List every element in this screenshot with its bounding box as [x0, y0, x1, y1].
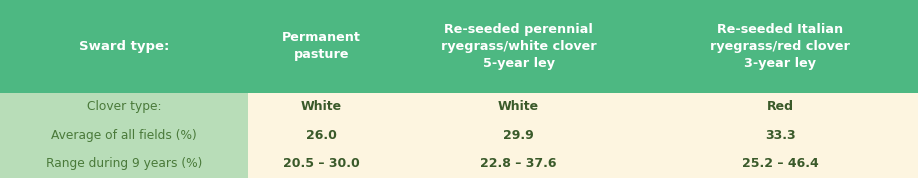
Text: Range during 9 years (%): Range during 9 years (%) — [46, 157, 202, 170]
Text: Permanent
pasture: Permanent pasture — [282, 31, 361, 61]
Text: Red: Red — [767, 100, 794, 113]
Text: White: White — [301, 100, 341, 113]
Text: 29.9: 29.9 — [503, 129, 534, 142]
FancyBboxPatch shape — [0, 93, 248, 178]
Text: Re-seeded perennial
ryegrass/white clover
5-year ley: Re-seeded perennial ryegrass/white clove… — [441, 23, 597, 70]
Text: Re-seeded Italian
ryegrass/red clover
3-year ley: Re-seeded Italian ryegrass/red clover 3-… — [711, 23, 850, 70]
Text: 26.0: 26.0 — [306, 129, 337, 142]
FancyBboxPatch shape — [0, 0, 918, 93]
Text: Clover type:: Clover type: — [86, 100, 162, 113]
Text: Average of all fields (%): Average of all fields (%) — [51, 129, 196, 142]
Text: Sward type:: Sward type: — [79, 40, 169, 53]
Text: White: White — [498, 100, 539, 113]
Text: 33.3: 33.3 — [765, 129, 796, 142]
Text: 22.8 – 37.6: 22.8 – 37.6 — [480, 157, 557, 170]
FancyBboxPatch shape — [248, 93, 918, 178]
Text: 20.5 – 30.0: 20.5 – 30.0 — [283, 157, 360, 170]
Text: 25.2 – 46.4: 25.2 – 46.4 — [742, 157, 819, 170]
